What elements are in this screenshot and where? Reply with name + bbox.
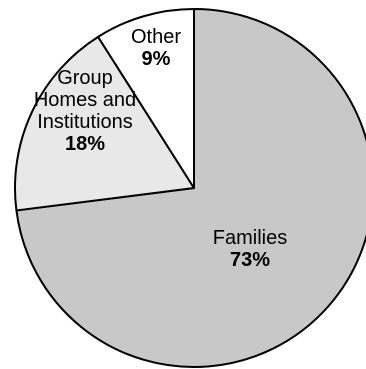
slice-value-label: 73% — [230, 249, 270, 271]
pie-labels: Families 73% Group Homes and Institutions 18%… — [34, 26, 287, 271]
slice-label-line: Homes and — [34, 89, 136, 111]
slice-label-line: Families — [213, 227, 287, 249]
pie-slice-families — [15, 8, 366, 368]
slice-value-label: 9% — [142, 48, 171, 70]
slice-label-line: Group — [57, 67, 113, 89]
slice-label: Other 9% — [131, 26, 181, 70]
slice-label: Families 73% — [213, 227, 287, 271]
slice-label-line: Institutions — [37, 111, 133, 133]
slice-label: Group Homes and Institutions 18% — [34, 67, 136, 155]
pie-slices — [14, 8, 366, 368]
pie-slice-other — [97, 8, 195, 189]
slice-value-label: 18% — [65, 133, 105, 155]
pie-slice-group-homes-and-institutions — [14, 35, 195, 212]
slice-label-line: Other — [131, 26, 181, 48]
